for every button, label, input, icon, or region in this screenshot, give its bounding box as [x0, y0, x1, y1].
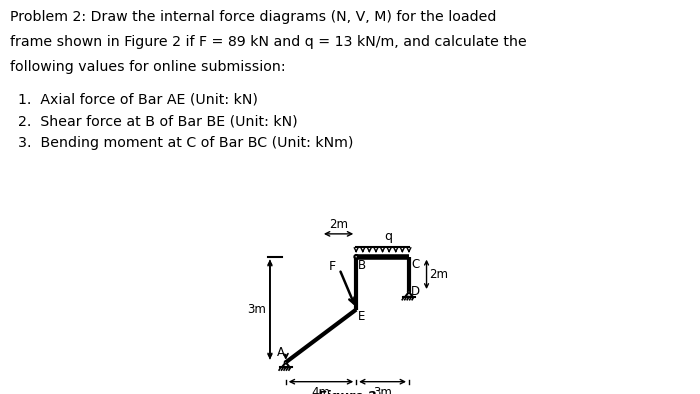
Circle shape	[354, 255, 358, 258]
Text: 3.  Bending moment at C of Bar BC (Unit: kNm): 3. Bending moment at C of Bar BC (Unit: …	[18, 136, 354, 151]
Text: frame shown in Figure 2 if F = 89 kN and q = 13 kN/m, and calculate the: frame shown in Figure 2 if F = 89 kN and…	[10, 35, 526, 49]
Text: q: q	[384, 230, 392, 243]
Text: following values for online submission:: following values for online submission:	[10, 60, 286, 74]
Text: 3m: 3m	[248, 303, 267, 316]
Text: Problem 2: Draw the internal force diagrams (N, V, M) for the loaded: Problem 2: Draw the internal force diagr…	[10, 10, 496, 24]
Text: B: B	[358, 258, 366, 271]
Text: A: A	[277, 346, 285, 359]
Circle shape	[407, 291, 410, 293]
Text: 2m: 2m	[329, 218, 348, 231]
Text: D: D	[411, 285, 420, 298]
Text: 1.  Axial force of Bar AE (Unit: kN): 1. Axial force of Bar AE (Unit: kN)	[18, 92, 258, 106]
Text: 2m: 2m	[429, 268, 448, 281]
Text: F: F	[328, 260, 335, 273]
Text: Figure 2: Figure 2	[318, 390, 377, 394]
Text: 2.  Shear force at B of Bar BE (Unit: kN): 2. Shear force at B of Bar BE (Unit: kN)	[18, 114, 297, 128]
Text: C: C	[411, 258, 419, 271]
Text: 3m: 3m	[373, 386, 392, 394]
Text: E: E	[358, 310, 365, 323]
Circle shape	[284, 361, 287, 364]
Text: 4m: 4m	[312, 386, 330, 394]
